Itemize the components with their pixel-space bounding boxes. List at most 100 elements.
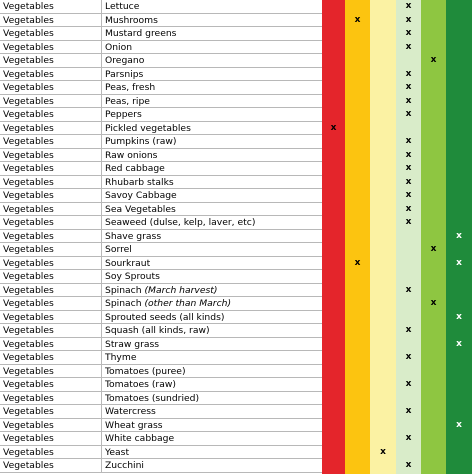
- category-cell: Vegetables: [0, 121, 102, 135]
- table-row: Vegetables Watercress x: [0, 405, 472, 419]
- name-cell: Peppers: [102, 108, 322, 122]
- food-name: Rhubarb stalks: [105, 176, 174, 188]
- food-note: (March harvest): [144, 284, 218, 296]
- mark: x: [405, 379, 412, 389]
- name-cell: Red cabbage: [102, 162, 322, 176]
- category-cell: Vegetables: [0, 432, 102, 446]
- mark: x: [430, 55, 437, 65]
- table-row: Vegetables Oregano x: [0, 54, 472, 68]
- name-cell: Spinach (March harvest): [102, 284, 322, 297]
- table-row: Vegetables Onion x: [0, 40, 472, 54]
- mark: x: [405, 190, 412, 200]
- category-cell: Vegetables: [0, 27, 102, 41]
- table-row: Vegetables Zucchini x: [0, 459, 472, 473]
- name-cell: Thyme: [102, 351, 322, 365]
- table-row: Vegetables Shave grass x: [0, 229, 472, 243]
- name-cell: Raw onions: [102, 149, 322, 162]
- category-cell: Vegetables: [0, 67, 102, 81]
- food-name: Sprouted seeds (all kinds): [105, 311, 225, 323]
- category-cell: Vegetables: [0, 243, 102, 257]
- category-cell: Vegetables: [0, 162, 102, 176]
- category-cell: Vegetables: [0, 148, 102, 162]
- mark: x: [405, 433, 412, 443]
- food-name: Mustard greens: [105, 28, 177, 39]
- food-name: White cabbage: [105, 433, 175, 444]
- category-cell: Vegetables: [0, 445, 102, 459]
- table-row: Vegetables White cabbage x: [0, 432, 472, 446]
- category-cell: Vegetables: [0, 391, 102, 405]
- category-cell: Vegetables: [0, 283, 102, 297]
- mark: x: [456, 230, 462, 241]
- column-yellow: [370, 0, 396, 474]
- food-name: Seaweed (dulse, kelp, laver, etc): [105, 217, 256, 228]
- name-cell: Wheat grass: [102, 419, 322, 432]
- category-cell: Vegetables: [0, 297, 102, 311]
- name-cell: Mushrooms: [102, 14, 322, 27]
- category-cell: Vegetables: [0, 324, 102, 338]
- food-name: Parsnips: [105, 68, 144, 80]
- table-row: Vegetables Tomatoes (puree): [0, 364, 472, 378]
- name-cell: Rhubarb stalks: [102, 176, 322, 189]
- table-row: Vegetables Raw onions x: [0, 148, 472, 162]
- food-name: Pumpkins (raw): [105, 136, 177, 147]
- table-row: Vegetables Sprouted seeds (all kinds) x: [0, 310, 472, 324]
- category-cell: Vegetables: [0, 94, 102, 108]
- category-cell: Vegetables: [0, 378, 102, 392]
- food-name: Oregano: [105, 55, 145, 66]
- name-cell: White cabbage: [102, 432, 322, 446]
- mark: x: [405, 352, 412, 362]
- food-name: Straw grass: [105, 338, 160, 350]
- category-cell: Vegetables: [0, 202, 102, 216]
- name-cell: Squash (all kinds, raw): [102, 324, 322, 338]
- category-cell: Vegetables: [0, 418, 102, 432]
- food-name: Lettuce: [105, 1, 140, 12]
- mark: x: [405, 95, 412, 106]
- food-name: Tomatoes (sundried): [105, 392, 200, 404]
- mark: x: [456, 419, 462, 430]
- name-cell: Zucchini: [102, 459, 322, 473]
- table-row: Vegetables Squash (all kinds, raw) x: [0, 324, 472, 338]
- mark: x: [405, 41, 412, 52]
- mark: x: [330, 122, 337, 133]
- food-name: Mushrooms: [105, 14, 158, 26]
- category-cell: Vegetables: [0, 216, 102, 230]
- food-name: Sea Vegetables: [105, 203, 176, 215]
- food-name: Spinach: [105, 298, 142, 309]
- table-row: Vegetables Parsnips x: [0, 67, 472, 81]
- table-row: Vegetables Peas, ripe x: [0, 94, 472, 108]
- name-cell: Tomatoes (raw): [102, 378, 322, 392]
- category-cell: Vegetables: [0, 229, 102, 243]
- name-cell: Tomatoes (sundried): [102, 392, 322, 405]
- name-cell: Peas, fresh: [102, 81, 322, 95]
- food-name: Spinach: [105, 284, 142, 296]
- table-row: Vegetables Seaweed (dulse, kelp, laver, e…: [0, 216, 472, 230]
- mark: x: [380, 446, 386, 457]
- mark: x: [405, 203, 412, 214]
- category-cell: Vegetables: [0, 459, 102, 473]
- name-cell: Parsnips: [102, 68, 322, 81]
- mark: x: [405, 284, 412, 295]
- category-cell: Vegetables: [0, 405, 102, 419]
- table-row: Vegetables Pumpkins (raw) x: [0, 135, 472, 149]
- mark: x: [456, 257, 462, 268]
- food-name: Peas, ripe: [105, 95, 150, 107]
- food-name: Tomatoes (puree): [105, 365, 186, 377]
- food-name: Sorrel: [105, 244, 132, 255]
- mark: x: [405, 136, 412, 146]
- mark: x: [405, 28, 412, 38]
- table-row: Vegetables Mustard greens x: [0, 27, 472, 41]
- column-dark-green: [446, 0, 472, 474]
- table-row: Vegetables Tomatoes (raw) x: [0, 378, 472, 392]
- column-orange: [345, 0, 370, 474]
- food-note: (other than March): [144, 298, 232, 309]
- table-row: Vegetables Peas, fresh x: [0, 81, 472, 95]
- table-row: Vegetables Yeast x: [0, 445, 472, 459]
- table-row: Vegetables Sourkraut x x: [0, 256, 472, 270]
- category-cell: Vegetables: [0, 135, 102, 149]
- name-cell: Sea Vegetables: [102, 203, 322, 216]
- food-name: Savoy Cabbage: [105, 190, 177, 201]
- name-cell: Pumpkins (raw): [102, 135, 322, 149]
- category-cell: Vegetables: [0, 337, 102, 351]
- mark: x: [405, 163, 412, 173]
